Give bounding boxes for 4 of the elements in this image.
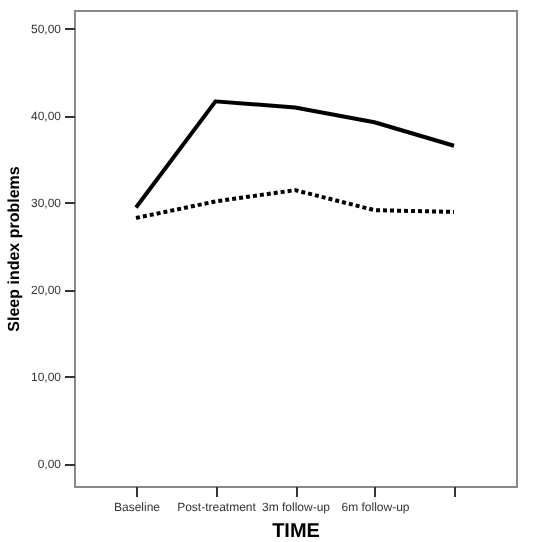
y-axis-title: Sleep index problems bbox=[4, 165, 23, 332]
line-series bbox=[134, 99, 456, 210]
x-axis-title: TIME bbox=[272, 521, 321, 542]
line-series bbox=[134, 188, 456, 220]
